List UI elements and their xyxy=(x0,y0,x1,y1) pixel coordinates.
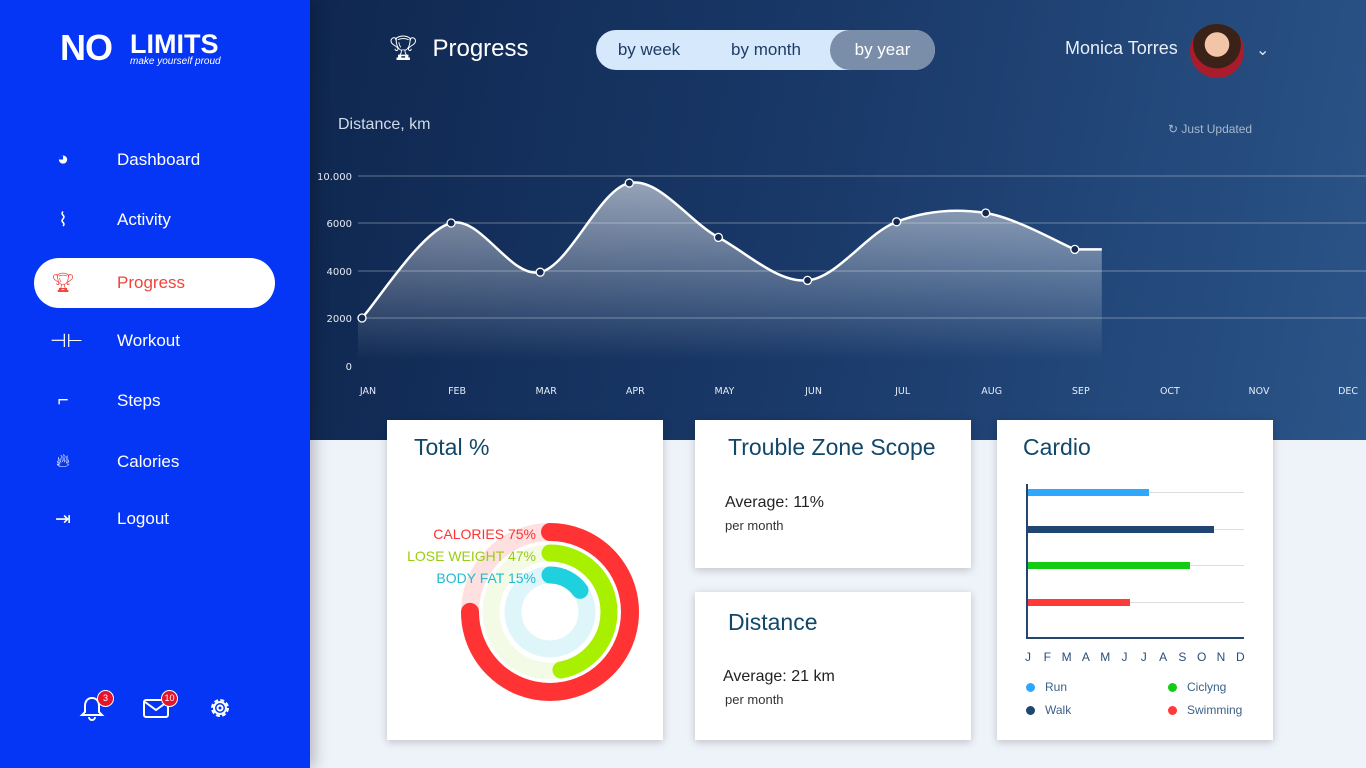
user-name[interactable]: Monica Torres xyxy=(1065,38,1178,58)
x-tick-label: MAR xyxy=(536,386,558,397)
cardio-bar-swimming xyxy=(1028,598,1130,606)
sidebar-item-steps[interactable]: ⌐ Steps xyxy=(34,376,275,426)
y-tick-label: 6000 xyxy=(327,219,352,230)
page-title: Progress xyxy=(432,34,529,62)
cardio-bar-walk xyxy=(1028,525,1214,533)
data-point xyxy=(446,218,456,228)
cardio-bar-run xyxy=(1028,489,1149,496)
x-tick-label: JUN xyxy=(804,386,822,397)
data-point xyxy=(357,313,367,323)
x-tick-label: APR xyxy=(626,386,645,397)
y-tick-label: 2000 xyxy=(327,314,352,325)
month-label: J xyxy=(1140,650,1147,664)
x-tick-label: DEC xyxy=(1338,386,1358,397)
logout-icon: ⇥ xyxy=(55,508,71,530)
tab-by-year[interactable]: by year xyxy=(830,30,935,70)
month-label: S xyxy=(1178,650,1187,664)
data-point xyxy=(713,232,724,243)
month-label: J xyxy=(1121,650,1128,664)
logo: NO LIMITS make yourself proud xyxy=(60,27,221,68)
distance-card: Distance Average: 21 km per month xyxy=(695,592,971,740)
data-point xyxy=(802,275,813,286)
trophy-icon: 🏆︎ xyxy=(388,35,419,62)
data-point xyxy=(891,217,902,227)
x-tick-label: OCT xyxy=(1160,386,1180,397)
settings-button[interactable] xyxy=(206,694,234,722)
month-label: D xyxy=(1235,650,1245,664)
month-label: M xyxy=(1061,650,1072,664)
sidebar-item-logout[interactable]: ⇥ Logout xyxy=(34,494,275,544)
legend-cycling: Ciclyng xyxy=(1168,680,1226,694)
month-label: J xyxy=(1025,650,1031,664)
month-label: O xyxy=(1197,650,1207,664)
bar-track xyxy=(1028,601,1244,603)
bell-icon xyxy=(79,696,105,721)
ring-label-lose-weight: LOSE WEIGHT 47% xyxy=(407,548,536,564)
trouble-zone-card: Trouble Zone Scope Average: 11% per mont… xyxy=(695,420,971,568)
ring-label-body-fat: BODY FAT 15% xyxy=(436,570,536,586)
x-tick-label: FEB xyxy=(448,386,466,397)
tab-by-week[interactable]: by week xyxy=(617,40,681,59)
area-fill xyxy=(358,182,1102,360)
x-tick-label: JUL xyxy=(894,386,911,397)
legend-swimming: Swimming xyxy=(1168,703,1242,717)
ring-progress xyxy=(504,566,596,658)
data-point xyxy=(981,208,991,218)
cardio-bar-ciclyng xyxy=(1028,562,1190,569)
notifications-button[interactable]: 3 xyxy=(78,690,114,722)
month-label: A xyxy=(1081,650,1090,664)
shoe-icon: ⌐ xyxy=(57,390,69,411)
avatar[interactable] xyxy=(1190,24,1244,78)
sidebar-item-calories[interactable]: 🔥︎ Calories xyxy=(34,437,275,487)
total-rings-chart xyxy=(461,523,639,701)
x-tick-label: AUG xyxy=(981,386,1002,397)
pulse-icon: ⌇ xyxy=(58,209,68,231)
y-tick-label: 4000 xyxy=(327,267,352,278)
month-label: F xyxy=(1043,650,1051,664)
month-label: N xyxy=(1216,650,1226,664)
x-tick-label: JAN xyxy=(359,386,376,397)
update-status: ↻ Just Updated xyxy=(1168,122,1253,136)
sidebar-item-dashboard[interactable]: ◕ Dashboard xyxy=(34,135,275,185)
tab-by-month[interactable]: by month xyxy=(731,40,801,59)
period-toggle: by week by month by year xyxy=(596,30,935,70)
data-point xyxy=(535,267,545,277)
data-point xyxy=(1070,244,1080,255)
header: 🏆︎ Progress by week by month by year Moni… xyxy=(310,0,1366,440)
sidebar-item-activity[interactable]: ⌇ Activity xyxy=(34,195,275,245)
month-label: A xyxy=(1159,650,1168,664)
chart-ylabel: Distance, km xyxy=(338,116,431,133)
y-tick-label: 0 xyxy=(346,362,352,373)
flame-icon: 🔥︎ xyxy=(56,451,70,472)
chevron-down-icon[interactable]: ⌄ xyxy=(1256,42,1270,59)
dashboard-gauge-icon: ◕ xyxy=(57,149,69,170)
data-point xyxy=(624,178,634,188)
sidebar-item-workout[interactable]: ⊣⊢ Workout xyxy=(50,330,180,352)
month-label: M xyxy=(1100,650,1111,664)
legend-walk: Walk xyxy=(1026,703,1071,717)
total-card: Total % CALORIES 75% LOSE WEIGHT 47% BOD… xyxy=(387,420,663,740)
ring-progress xyxy=(482,544,618,680)
distance-chart: 0 2000 4000 6000 10.000 JAN FEB MAR APR MAY JUN JUL… xyxy=(317,172,1366,397)
gear-icon xyxy=(211,699,229,717)
trophy-icon: 🏆︎ xyxy=(50,273,76,294)
sidebar: NO LIMITS make yourself proud ◕ Dashboard… xyxy=(0,0,310,768)
refresh-icon: ↻ xyxy=(1168,122,1182,136)
sidebar-item-progress[interactable]: 🏆︎ Progress xyxy=(34,258,275,308)
x-tick-label: MAY xyxy=(715,386,735,397)
legend-run: Run xyxy=(1026,680,1067,694)
ring-label-calories: CALORIES 75% xyxy=(433,526,536,542)
series-line xyxy=(361,181,1102,319)
x-tick-label: SEP xyxy=(1072,386,1090,397)
x-tick-label: NOV xyxy=(1249,386,1270,397)
ring-progress xyxy=(461,523,639,701)
cardio-card: Cardio xyxy=(997,420,1273,740)
dumbbell-icon: ⊣⊢ xyxy=(50,330,84,352)
y-tick-label: 10.000 xyxy=(317,172,352,183)
messages-button[interactable]: 10 xyxy=(142,690,178,722)
